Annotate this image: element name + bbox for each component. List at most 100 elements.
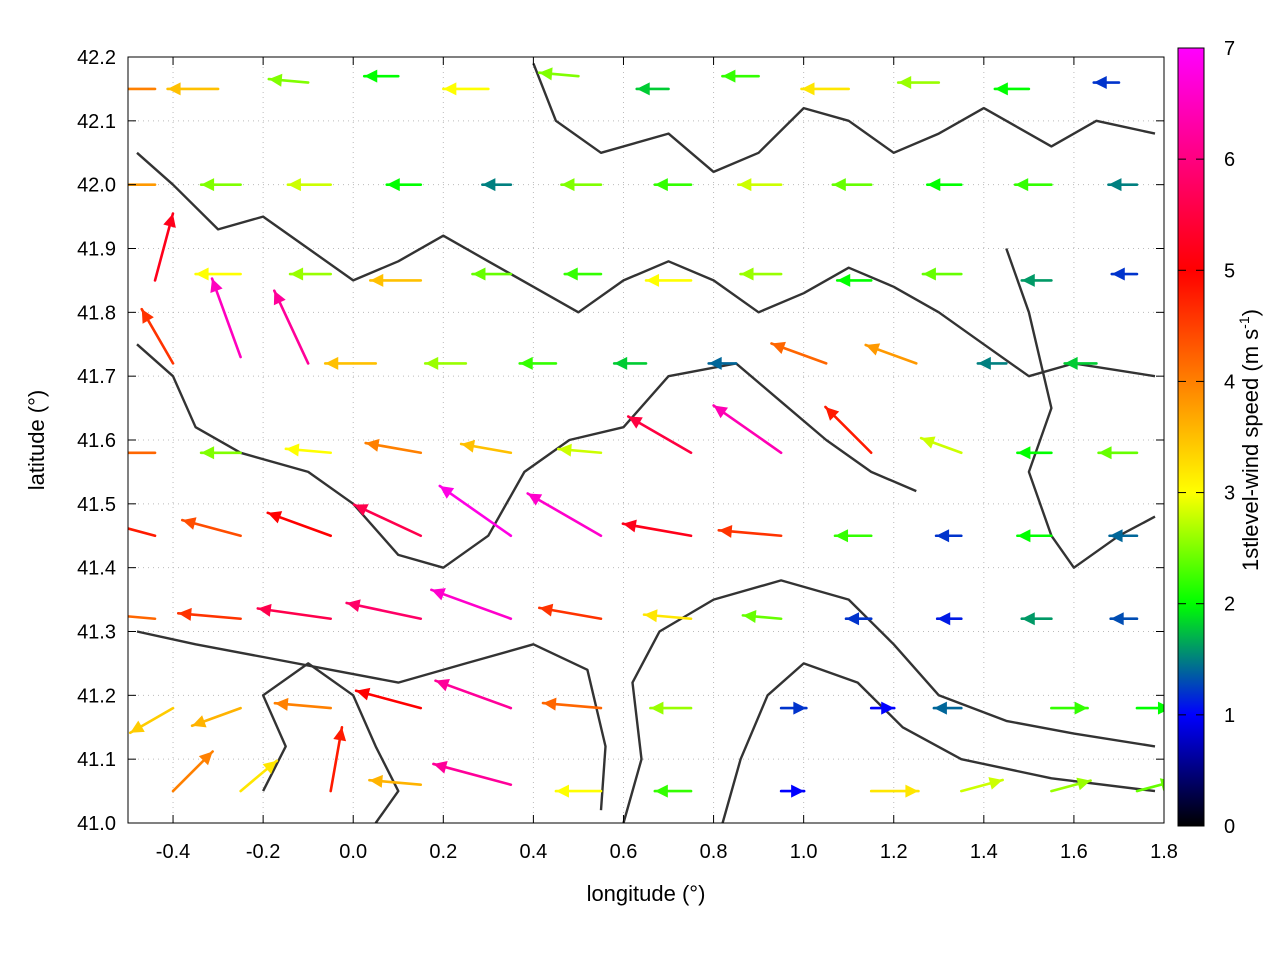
- colorbar-tick-label-0: 0: [1224, 816, 1235, 838]
- y-tick-label-4: 41.4: [77, 558, 116, 580]
- x-tick-label-11: 1.8: [1150, 841, 1178, 863]
- colorbar-tick-label-3: 3: [1224, 483, 1235, 505]
- wind-vector-74: [256, 603, 332, 621]
- wind-vector-head: [644, 609, 658, 623]
- wind-vector-head: [1157, 701, 1164, 715]
- wind-vector-shaft: [432, 762, 513, 787]
- contour-line-4: [532, 62, 1156, 174]
- wind-vector-33: [921, 267, 963, 281]
- wind-vector-head: [539, 603, 554, 617]
- wind-vector-head: [519, 356, 533, 370]
- y-tick-label-2: 41.2: [77, 685, 116, 707]
- wind-vector-head: [1021, 273, 1035, 287]
- x-tick-label-3: 0.2: [429, 841, 457, 863]
- wind-vector-42: [612, 356, 648, 370]
- wind-vector-81: [935, 612, 963, 626]
- wind-vector-head: [195, 267, 209, 281]
- wind-vector-head: [167, 82, 181, 96]
- wind-vector-head: [1074, 701, 1088, 715]
- wind-vector-28: [471, 267, 513, 281]
- wind-vector-head: [439, 485, 455, 499]
- wind-vector-head: [290, 267, 304, 281]
- wind-vector-96: [171, 750, 214, 793]
- wind-vector-19: [737, 178, 783, 192]
- wind-vector-46: [976, 356, 1008, 370]
- wind-vector-head: [365, 438, 380, 452]
- wind-vector-0: [128, 87, 157, 91]
- wind-vector-head: [431, 588, 446, 601]
- wind-vector-head: [1017, 529, 1031, 543]
- wind-vector-56: [824, 405, 873, 455]
- wind-vector-8: [800, 82, 850, 96]
- wind-vector-60: [92, 516, 157, 538]
- y-axis-ticks: 41.0 41.1 41.2 41.3 41.4 41.5 41.6 41.7 41.8 41.9…: [77, 47, 1164, 835]
- x-tick-label-5: 0.6: [610, 841, 638, 863]
- wind-vector-50: [284, 443, 332, 457]
- wind-vector-3: [362, 69, 400, 83]
- wind-vector-29: [563, 267, 603, 281]
- wind-vector-62: [266, 511, 332, 538]
- wind-vector-31: [739, 267, 783, 281]
- wind-vector-90: [649, 701, 693, 715]
- wind-vector-head: [832, 178, 846, 192]
- wind-vector-head: [273, 290, 286, 306]
- wind-vector-82: [1020, 612, 1053, 626]
- wind-vector-57: [919, 436, 963, 455]
- wind-vector-head: [793, 701, 807, 715]
- wind-vector-61: [180, 517, 242, 538]
- wind-vector-shaft: [438, 484, 513, 538]
- wind-vector-37: [210, 277, 242, 359]
- wind-vector-head: [325, 356, 339, 370]
- wind-vector-71: [1108, 529, 1139, 543]
- wind-vector-40: [423, 356, 468, 370]
- wind-vector-head: [927, 178, 941, 192]
- wind-vector-head: [92, 516, 106, 529]
- wind-vector-86: [273, 697, 332, 711]
- wind-vector-head: [346, 599, 361, 613]
- wind-vector-head: [718, 524, 733, 538]
- wind-vector-27: [368, 273, 423, 287]
- wind-vector-98: [329, 725, 347, 793]
- wind-vector-head: [356, 687, 371, 701]
- wind-vector-head: [267, 511, 283, 524]
- wind-vector-head: [742, 610, 757, 623]
- wind-vector-head: [285, 443, 300, 457]
- wind-vector-head: [771, 341, 786, 355]
- colorbar: [1177, 47, 1205, 827]
- wind-vector-32: [835, 273, 873, 287]
- wind-vector-66: [621, 519, 693, 538]
- wind-vector-head: [1021, 612, 1035, 626]
- contour-line-6: [261, 662, 400, 823]
- wind-vector-9: [896, 76, 941, 90]
- wind-vector-52: [459, 439, 513, 455]
- wind-vector-head: [201, 178, 215, 192]
- wind-vector-63: [352, 503, 423, 538]
- wind-vector-80: [844, 612, 873, 626]
- wind-vector-48: [128, 451, 157, 455]
- wind-vector-head: [722, 69, 736, 83]
- wind-vector-head: [1098, 446, 1112, 460]
- wind-vector-99: [368, 774, 423, 788]
- wind-vector-head: [708, 356, 722, 370]
- wind-vector-58: [1016, 446, 1053, 460]
- wind-vector-head: [268, 73, 283, 87]
- wind-vectors: [92, 67, 1164, 798]
- wind-vector-68: [833, 529, 873, 543]
- y-tick-label-1: 41.1: [77, 749, 116, 771]
- wind-vector-107: [1135, 778, 1164, 793]
- wind-vector-head: [433, 761, 448, 774]
- wind-vector-head: [370, 273, 384, 287]
- wind-vector-head: [988, 777, 1003, 790]
- colorbar-title-main: 1stlevel-wind speed (m s: [1238, 329, 1263, 571]
- wind-vector-head: [130, 720, 145, 733]
- wind-vector-84: [128, 706, 175, 735]
- wind-vector-shaft: [712, 404, 783, 455]
- wind-vector-22: [1013, 178, 1053, 192]
- wind-vector-51: [364, 438, 423, 455]
- colorbar-ticks: 0 1 2 3 4 5 6 7: [1178, 38, 1235, 838]
- wind-vector-17: [560, 178, 603, 192]
- wind-vector-head: [614, 356, 628, 370]
- wind-vector-44: [770, 341, 828, 365]
- wind-vector-head: [977, 356, 991, 370]
- wind-vector-head: [881, 701, 895, 715]
